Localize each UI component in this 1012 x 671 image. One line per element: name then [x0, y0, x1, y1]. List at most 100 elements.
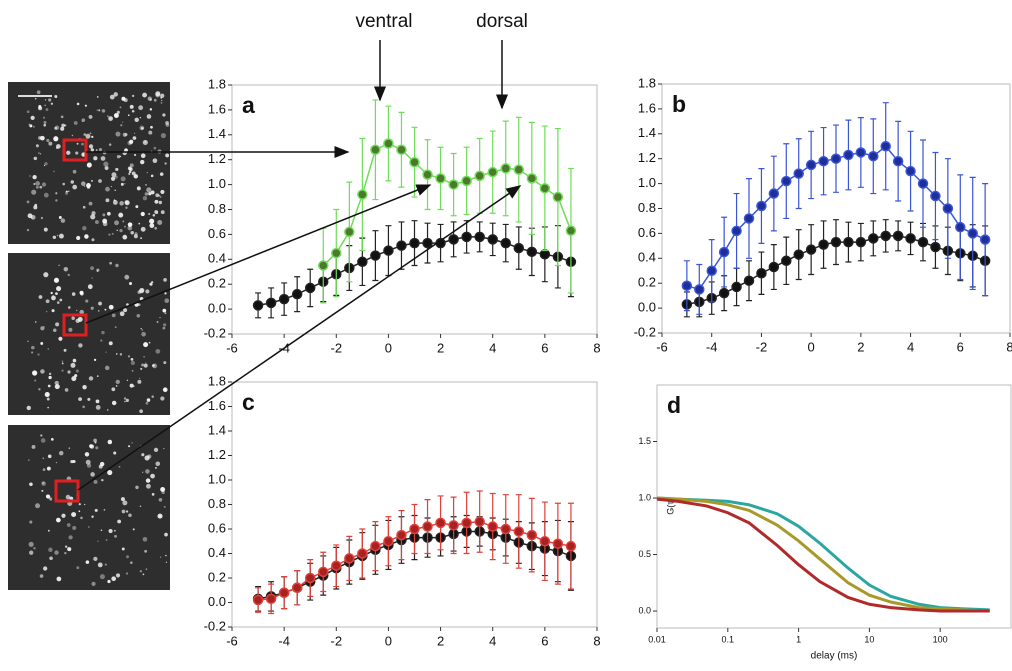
speckle: [54, 380, 59, 386]
speckle: [67, 370, 71, 374]
speckle: [115, 263, 119, 268]
x-axis-label: delay (ms): [811, 651, 858, 662]
speckle: [33, 205, 38, 210]
speckle: [47, 348, 50, 350]
speckle: [108, 341, 113, 346]
speckle: [155, 466, 157, 469]
speckle: [77, 316, 83, 322]
speckle: [160, 93, 165, 98]
speckle: [49, 556, 53, 561]
speckle: [43, 227, 48, 232]
marker: [793, 168, 804, 179]
speckle: [142, 536, 148, 542]
speckle: [91, 581, 96, 586]
speckle: [136, 314, 141, 318]
speckle: [46, 311, 48, 313]
speckle: [123, 397, 127, 400]
marker: [756, 267, 767, 279]
speckle: [41, 489, 44, 492]
speckle: [48, 98, 52, 102]
speckle: [26, 200, 30, 204]
marker: [461, 517, 472, 529]
y-tick-label: 1.2: [638, 150, 656, 165]
speckle: [59, 298, 63, 302]
speckle: [138, 288, 145, 294]
speckle: [140, 159, 145, 165]
x-tick-label: 8: [1006, 339, 1012, 354]
speckle: [97, 540, 99, 542]
speckle: [31, 444, 36, 449]
marker: [818, 239, 829, 250]
speckle: [165, 153, 170, 158]
marker: [930, 190, 941, 202]
arrows: [77, 40, 522, 491]
speckle: [95, 405, 101, 410]
speckle: [48, 372, 52, 376]
speckle: [38, 295, 43, 299]
speckle: [151, 493, 155, 496]
speckle: [27, 340, 29, 342]
y-tick-label: 1.2: [208, 447, 226, 462]
speckle: [35, 503, 41, 509]
marker: [461, 231, 472, 243]
speckle: [89, 444, 95, 449]
speckle: [133, 174, 139, 179]
speckle: [98, 301, 102, 306]
speckle: [43, 120, 47, 124]
y-tick-label: 0.6: [208, 520, 226, 535]
speckle: [115, 379, 120, 385]
speckle: [130, 360, 135, 366]
speckle: [145, 478, 151, 483]
marker: [694, 284, 705, 295]
speckle: [105, 539, 108, 541]
speckle: [95, 399, 100, 404]
speckle: [41, 182, 47, 187]
speckle: [68, 327, 73, 332]
marker: [830, 153, 842, 164]
speckle: [55, 322, 60, 327]
speckle: [88, 144, 94, 149]
speckle: [145, 401, 149, 405]
speckle: [131, 171, 136, 176]
panel-label: c: [242, 389, 255, 415]
speckle: [91, 515, 94, 518]
y-tick-label: 0.5: [638, 549, 651, 559]
y-axis-label: G(τ): [665, 498, 675, 515]
speckle: [88, 201, 93, 206]
speckle: [144, 549, 148, 553]
speckle: [160, 189, 165, 194]
speckle: [31, 351, 34, 354]
speckle: [58, 450, 64, 456]
speckle: [163, 278, 167, 282]
x-tick-label: -2: [756, 339, 768, 354]
speckle: [71, 134, 74, 137]
speckle: [139, 409, 143, 414]
speckle: [26, 405, 31, 411]
speckle: [139, 125, 145, 131]
speckle: [155, 91, 161, 97]
speckle: [160, 96, 163, 99]
y-tick-label: 0.0: [638, 605, 651, 615]
marker: [304, 572, 316, 584]
speckle: [120, 182, 124, 186]
speckle: [48, 375, 52, 380]
marker: [526, 246, 538, 258]
speckle: [162, 308, 167, 313]
speckle: [68, 535, 73, 540]
speckle: [158, 497, 163, 502]
speckle: [103, 161, 109, 167]
speckle: [124, 400, 126, 403]
speckle: [56, 301, 60, 304]
y-tick-label: 1.8: [208, 373, 226, 388]
speckle: [120, 124, 123, 127]
speckle: [84, 452, 90, 457]
speckle: [142, 573, 145, 576]
speckle: [111, 172, 117, 178]
speckle: [121, 96, 126, 101]
speckle: [125, 510, 129, 513]
speckle: [133, 234, 138, 239]
marker: [552, 191, 564, 203]
speckle: [33, 547, 36, 550]
speckle: [82, 405, 85, 409]
